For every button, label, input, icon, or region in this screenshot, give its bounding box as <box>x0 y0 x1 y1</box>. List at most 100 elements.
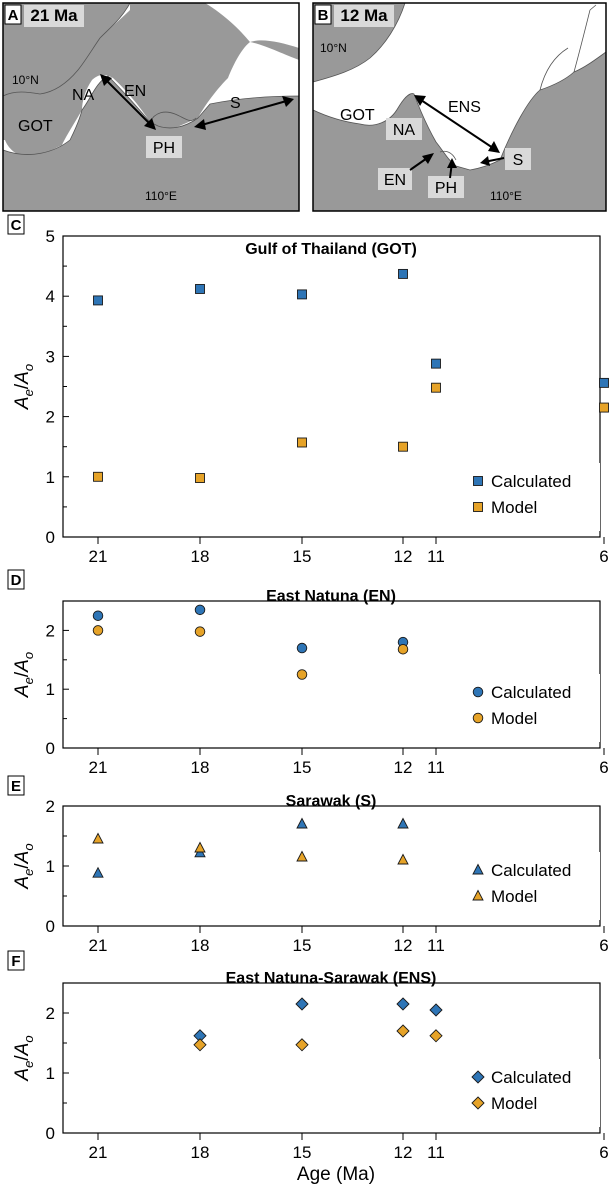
legend-model-marker <box>471 1096 485 1110</box>
panel-letter-box <box>7 950 25 971</box>
x-tick-label: 21 <box>89 547 108 566</box>
calculated-point <box>92 866 104 878</box>
legend-calculated-marker <box>471 1070 485 1084</box>
model-point <box>93 471 103 482</box>
model-point <box>194 626 206 637</box>
model-point <box>297 437 307 448</box>
y-tick-label: 5 <box>46 227 55 246</box>
legend-model-label: Model <box>491 1094 537 1113</box>
calculated-point <box>397 817 409 829</box>
panel-letter: D <box>11 572 22 589</box>
map-a-en-arrow <box>100 74 156 130</box>
x-tick-label: 15 <box>293 1143 312 1162</box>
legend-model-marker <box>472 889 484 901</box>
map-a-age: 21 Ma <box>30 6 78 25</box>
plot-frame <box>62 982 601 1134</box>
x-tick-label: 11 <box>427 936 445 955</box>
calculated-point <box>194 604 206 616</box>
map-a-age-box <box>24 5 84 27</box>
calculated-point <box>93 295 103 306</box>
x-tick-label: 6 <box>599 547 608 566</box>
y-tick-label: 2 <box>46 621 55 640</box>
map-a-frame <box>2 2 300 212</box>
x-tick-label: 21 <box>89 1143 108 1162</box>
y-axis-label: Ae/Ao <box>12 364 36 410</box>
model-point <box>429 1029 443 1043</box>
map-b-letter: B <box>318 7 329 24</box>
calculated-point <box>429 1003 443 1017</box>
legend-box <box>466 463 600 531</box>
map-a-s: S <box>230 95 241 112</box>
y-tick-label: 1 <box>46 857 55 876</box>
map-b-lat: 10°N <box>320 41 347 55</box>
map-a-s-arrow <box>194 96 294 130</box>
map-b-ph: PH <box>435 180 457 197</box>
model-point <box>295 1038 309 1052</box>
map-b-age-box <box>334 5 394 27</box>
map-b-frame <box>312 2 607 212</box>
map-b-ph-arrow <box>447 158 457 179</box>
y-axis-label: Ae/Ao <box>12 652 36 698</box>
legend-model-label: Model <box>491 887 537 906</box>
y-tick-label: 0 <box>46 528 55 547</box>
legend-calculated-label: Calculated <box>491 472 571 491</box>
y-tick-label: 2 <box>46 797 55 816</box>
y-tick-label: 1 <box>46 1064 55 1083</box>
x-tick-label: 15 <box>293 758 312 777</box>
model-point <box>398 441 408 452</box>
legend-calculated-marker <box>472 686 484 698</box>
map-a-ph-box <box>146 136 182 158</box>
map-b-en-arrow <box>409 153 434 171</box>
model-point <box>397 853 409 865</box>
model-point <box>599 402 609 413</box>
map-b-s-arrow <box>480 156 505 166</box>
map-b-ph-box <box>428 176 464 198</box>
map-panel-b: B 12 Ma 10°N GOT NA ENS EN PH S 110°E <box>312 2 607 212</box>
x-tick-label: 12 <box>394 1143 413 1162</box>
y-tick-label: 0 <box>46 739 55 758</box>
map-a-na: NA <box>72 87 95 104</box>
map-b-en: EN <box>384 172 406 189</box>
calculated-point <box>297 289 307 300</box>
y-tick-label: 1 <box>46 468 55 487</box>
x-axis-title: Age (Ma) <box>297 1164 375 1185</box>
y-tick-label: 4 <box>46 287 55 306</box>
chart-title: Sarawak (S) <box>286 793 377 810</box>
chart-title: East Natuna (EN) <box>266 588 396 605</box>
model-point <box>194 841 206 853</box>
map-b-na: NA <box>393 122 416 139</box>
legend-model-label: Model <box>491 709 537 728</box>
x-tick-label: 15 <box>293 936 312 955</box>
x-tick-label: 11 <box>427 758 445 777</box>
calculated-point <box>92 610 104 621</box>
model-point <box>396 1024 410 1038</box>
calculated-point <box>599 377 609 388</box>
y-tick-label: 0 <box>46 1124 55 1143</box>
model-point <box>296 669 308 680</box>
x-tick-label: 6 <box>599 758 608 777</box>
map-a-got: GOT <box>18 118 53 135</box>
map-b-na-box <box>386 118 422 140</box>
map-b-got: GOT <box>340 107 375 124</box>
map-a-letter-box <box>4 4 22 25</box>
chart-title: Gulf of Thailand (GOT) <box>245 241 417 258</box>
map-b-s-box <box>505 148 531 170</box>
model-point <box>431 382 441 393</box>
x-tick-label: 15 <box>293 547 312 566</box>
x-tick-label: 12 <box>394 547 413 566</box>
legend-box <box>466 674 600 742</box>
model-point <box>296 850 308 862</box>
calculated-point <box>195 284 205 294</box>
chart-title: East Natuna-Sarawak (ENS) <box>226 970 437 987</box>
x-tick-label: 6 <box>599 936 608 955</box>
y-tick-label: 2 <box>46 1004 55 1023</box>
map-a-lat: 10°N <box>12 73 39 87</box>
map-a-letter: A <box>8 7 19 24</box>
calculated-point <box>396 997 410 1011</box>
model-point <box>193 1038 207 1052</box>
x-tick-label: 12 <box>394 936 413 955</box>
x-tick-label: 21 <box>89 936 108 955</box>
panel-letter: C <box>11 217 22 234</box>
